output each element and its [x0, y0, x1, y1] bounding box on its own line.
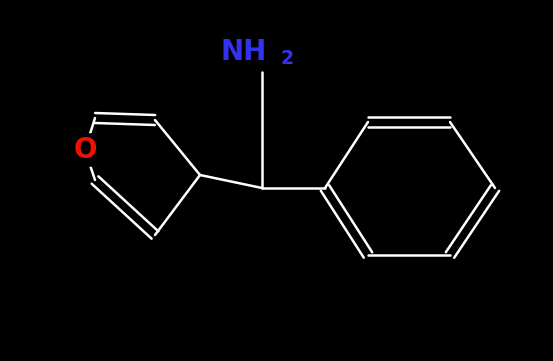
Text: O: O	[73, 136, 97, 164]
Text: 2: 2	[280, 48, 294, 68]
Text: NH: NH	[221, 38, 267, 66]
